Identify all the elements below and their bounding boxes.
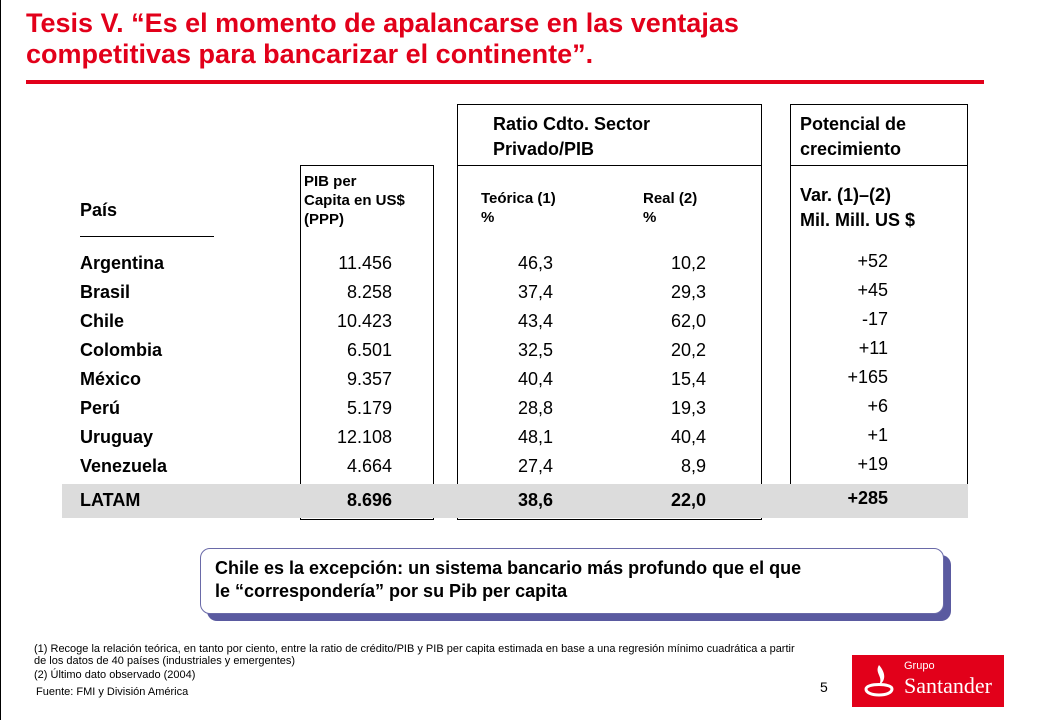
row-pib: 9.357 [346,369,392,389]
logo-grupo-text: Grupo [904,660,935,672]
row-real: 29,3 [670,282,706,302]
row-var-latam: +285 [847,488,888,508]
row-teorica: 37,4 [517,282,553,302]
row-pib-latam: 8.696 [346,490,392,510]
row-real: 8,9 [680,456,706,476]
row-var: +11 [858,338,888,358]
row-teorica: 27,4 [517,456,553,476]
row-var: +165 [847,367,888,387]
title-underline [26,80,984,84]
row-country: Chile [80,311,125,331]
row-teorica: 46,3 [517,253,553,273]
callout-box: Chile es la excepción: un sistema bancar… [200,548,944,614]
row-pib: 4.664 [346,456,392,476]
row-pib: 12.108 [336,427,392,447]
logo-santander-text: Santander [904,673,992,698]
row-var: -17 [861,309,888,329]
latam-highlight-band [62,484,968,518]
slide-title: Tesis V. “Es el momento de apalancarse e… [26,8,739,69]
row-teorica: 48,1 [517,427,553,447]
row-pib: 8.258 [346,282,392,302]
page-number: 5 [820,679,828,695]
header-pais: País [80,200,118,220]
flame-icon [864,665,894,697]
row-real: 40,4 [670,427,706,447]
row-teorica: 43,4 [517,311,553,331]
header-pib: PIB per Capita en US$ (PPP) [304,173,405,228]
source-note: Fuente: FMI y División América [36,686,189,698]
row-country: México [80,369,142,389]
row-real-latam: 22,0 [670,490,706,510]
ratio-header-box [457,104,762,166]
row-pib: 5.179 [346,398,392,418]
row-pib: 10.423 [336,311,392,331]
left-edge-line [0,0,1,720]
header-potencial-group: Potencial de crecimiento [800,114,907,159]
header-var: Var. (1)–(2) Mil. Mill. US $ [800,185,916,230]
row-country: Perú [80,398,121,418]
row-country-latam: LATAM [80,490,141,510]
row-country: Brasil [80,282,131,302]
pais-underline [80,236,214,237]
potencial-header-box [790,104,968,166]
footnote-1: (1) Recoge la relación teórica, en tanto… [34,643,795,667]
row-real: 62,0 [670,311,706,331]
row-var: +52 [857,251,888,271]
pib-column-box [300,165,434,520]
row-real: 19,3 [670,398,706,418]
row-country: Venezuela [80,456,168,476]
row-teorica: 32,5 [517,340,553,360]
row-country: Colombia [80,340,163,360]
row-var: +19 [857,454,888,474]
row-country: Uruguay [80,427,154,447]
footnote-2: (2) Último dato observado (2004) [34,669,196,681]
row-real: 15,4 [670,369,706,389]
row-country: Argentina [80,253,165,273]
row-var: +6 [867,396,888,416]
header-real: Real (2) % [643,190,698,226]
row-real: 20,2 [670,340,706,360]
row-pib: 6.501 [346,340,392,360]
row-teorica: 28,8 [517,398,553,418]
header-teorica: Teórica (1) % [481,190,556,226]
row-teorica: 40,4 [517,369,553,389]
row-teorica-latam: 38,6 [517,490,553,510]
row-pib: 11.456 [338,253,392,273]
santander-logo [852,655,1004,707]
header-ratio-group: Ratio Cdto. Sector Privado/PIB [493,114,651,159]
row-var: +1 [867,425,888,445]
row-real: 10,2 [670,253,706,273]
row-var: +45 [857,280,888,300]
